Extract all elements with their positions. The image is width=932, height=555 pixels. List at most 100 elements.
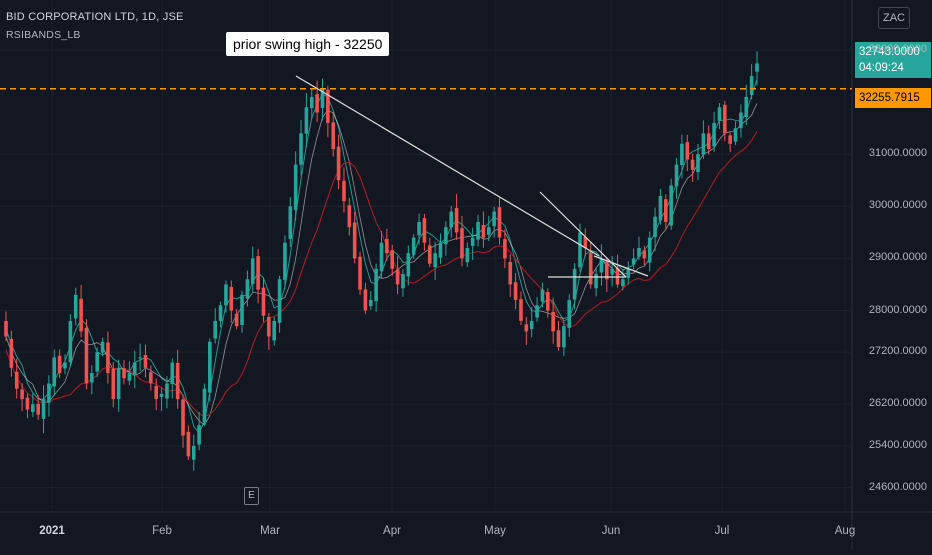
candle-body xyxy=(594,274,598,289)
candle-body xyxy=(68,320,73,363)
candle-body xyxy=(605,261,609,280)
candle-body xyxy=(315,94,319,113)
candle-body xyxy=(41,399,46,419)
candle-body xyxy=(755,63,759,72)
candle-body xyxy=(191,445,196,460)
candle-body xyxy=(36,403,40,415)
time-tick-label: 2021 xyxy=(39,525,65,537)
candle-body xyxy=(470,237,475,246)
candle-body xyxy=(728,135,732,144)
candle-body xyxy=(170,362,175,384)
candle-body xyxy=(331,122,336,149)
candle-body xyxy=(599,258,604,273)
candle-body xyxy=(63,362,67,369)
events-icon[interactable]: E xyxy=(244,487,259,505)
price-tick-label: 29000.0000 xyxy=(868,251,927,264)
price-tick-label: 33000.0000 xyxy=(868,43,927,55)
price-tick-label: 25400.0000 xyxy=(868,438,927,451)
currency-badge[interactable]: ZAC xyxy=(878,7,910,29)
candle-body xyxy=(73,294,78,319)
candle-body xyxy=(701,133,706,155)
candle-body xyxy=(283,242,287,280)
candle-body xyxy=(395,269,400,285)
swing-high-annotation[interactable]: prior swing high - 32250 xyxy=(226,32,390,56)
candle-body xyxy=(309,96,314,109)
candle-body xyxy=(208,341,212,393)
candle-body xyxy=(186,431,191,457)
candle-body xyxy=(138,357,142,359)
time-tick-label: Apr xyxy=(383,525,401,537)
candle-body xyxy=(540,289,545,302)
candle-body xyxy=(481,225,486,238)
time-tick-label: Jul xyxy=(714,525,730,537)
candle-body xyxy=(562,326,566,348)
candle-body xyxy=(422,218,427,243)
candles xyxy=(4,51,759,471)
price-tick-label: 28000.0000 xyxy=(868,303,927,316)
candle-body xyxy=(342,180,346,202)
candle-body xyxy=(497,207,502,238)
candle-body xyxy=(326,89,330,123)
candle-body xyxy=(545,292,550,311)
candle-body xyxy=(358,256,362,290)
candle-body xyxy=(465,247,470,263)
price-tick-label: 31000.0000 xyxy=(868,147,927,160)
candle-body xyxy=(567,300,572,328)
candle-body xyxy=(79,298,83,332)
trendline-descending[interactable] xyxy=(295,75,600,257)
time-tick-label: May xyxy=(484,525,506,537)
candle-body xyxy=(122,368,126,379)
candle-body xyxy=(299,133,303,165)
candle-body xyxy=(444,227,448,245)
candle-body xyxy=(240,294,244,325)
candle-body xyxy=(143,355,148,368)
candle-body xyxy=(438,242,443,258)
indicator-label[interactable]: RSIBANDS_LB xyxy=(6,29,81,41)
candle-body xyxy=(513,282,518,301)
candle-body xyxy=(127,373,132,381)
candle-body xyxy=(621,279,625,287)
current-price-tag: 32743.0000 04:09:24 xyxy=(855,42,931,78)
candle-body xyxy=(658,195,663,221)
candle-body xyxy=(181,399,185,436)
time-tick-label: Feb xyxy=(152,525,172,537)
candle-body xyxy=(213,320,218,339)
candle-body xyxy=(406,253,411,277)
time-tick-label: Mar xyxy=(260,525,280,537)
candle-body xyxy=(352,222,357,259)
candle-body xyxy=(100,341,105,353)
candle-body xyxy=(717,107,722,121)
candle-body xyxy=(486,227,491,235)
candle-body xyxy=(503,239,507,259)
candle-body xyxy=(739,112,743,129)
candle-body xyxy=(653,216,657,238)
candle-body xyxy=(427,245,432,264)
candle-body xyxy=(159,393,164,397)
candle-body xyxy=(320,89,325,108)
candle-body xyxy=(4,321,8,337)
candle-body xyxy=(106,342,110,374)
candle-body xyxy=(519,299,523,321)
candle-body xyxy=(84,327,89,384)
trendline-drawings[interactable] xyxy=(295,75,649,278)
candle-body xyxy=(551,311,555,332)
candle-body xyxy=(556,330,561,347)
candle-body xyxy=(733,128,738,142)
candle-body xyxy=(508,261,513,285)
current-price-value: 32743.0000 xyxy=(859,46,920,58)
candle-body xyxy=(336,146,341,181)
symbol-title[interactable]: BID CORPORATION LTD, 1D, JSE xyxy=(6,11,184,23)
candle-body xyxy=(368,300,373,307)
candle-body xyxy=(288,206,293,239)
trendline-breakout[interactable] xyxy=(593,255,649,277)
candle-body xyxy=(669,185,673,226)
candle-body xyxy=(492,211,496,227)
price-tick-label: 26200.0000 xyxy=(868,397,927,410)
candle-body xyxy=(454,207,459,233)
candle-body xyxy=(385,238,389,254)
candle-body xyxy=(390,250,395,269)
candle-body xyxy=(261,287,266,316)
candle-body xyxy=(637,247,641,257)
